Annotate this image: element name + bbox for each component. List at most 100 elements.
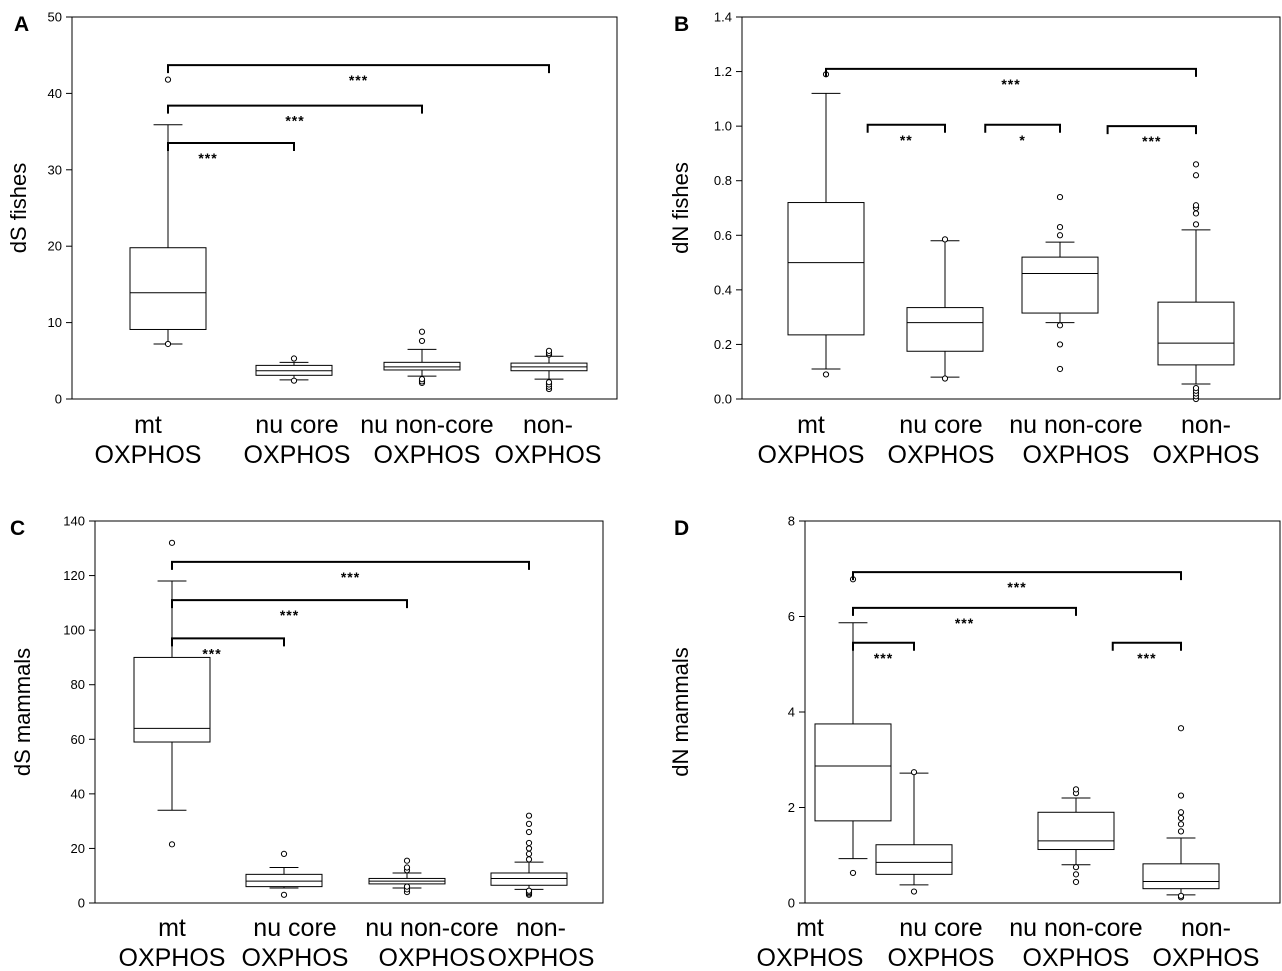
panel-letter: C	[10, 517, 25, 540]
outlier-point	[525, 839, 533, 847]
category-label-line1: nu non-core	[360, 411, 493, 439]
y-tick-label: 1.0	[714, 119, 732, 134]
significance-bracket: *	[984, 123, 1061, 148]
box-2	[906, 236, 984, 382]
box-4	[490, 812, 568, 898]
box-1	[133, 539, 211, 848]
outlier-point	[164, 76, 172, 83]
box-iqr	[814, 723, 892, 822]
box-iqr	[906, 307, 984, 352]
box-3	[1021, 193, 1099, 373]
box-4	[1157, 161, 1235, 403]
outlier-point	[1056, 341, 1064, 348]
outlier-point	[1056, 365, 1064, 373]
y-tick-label: 6	[788, 609, 795, 624]
category-label-line2: OXPHOS	[1153, 944, 1260, 971]
significance-bracket: ***	[1106, 125, 1197, 149]
category-label-line1: nu core	[253, 914, 336, 942]
outlier-point	[525, 845, 533, 852]
outlier-point	[1056, 224, 1064, 231]
outlier-point	[290, 377, 298, 384]
y-tick-label: 0.8	[714, 173, 732, 188]
y-tick-label: 1.4	[714, 10, 732, 25]
bracket-line	[167, 142, 295, 152]
box-iqr	[1021, 256, 1099, 314]
category-label-line2: OXPHOS	[1023, 944, 1130, 971]
outlier-point	[418, 328, 426, 335]
bracket-line	[171, 599, 408, 609]
outlier-point	[525, 820, 533, 827]
significance-label: ***	[1142, 133, 1161, 149]
significance-bracket: ***	[825, 67, 1197, 92]
y-tick-label: 100	[63, 623, 85, 638]
significance-bracket: ***	[171, 560, 530, 585]
outlier-point	[1056, 322, 1064, 329]
box-iqr	[1142, 863, 1220, 890]
outlier-point	[941, 236, 949, 243]
y-tick-label: 20	[71, 841, 85, 856]
significance-label: ***	[280, 607, 299, 623]
bracket-line	[167, 64, 550, 74]
category-label-line2: OXPHOS	[119, 944, 226, 971]
outlier-point	[1192, 210, 1200, 217]
category-label-line2: OXPHOS	[488, 944, 595, 971]
outlier-point	[290, 355, 298, 362]
y-tick-label: 0.6	[714, 228, 732, 243]
y-tick-label: 20	[48, 239, 62, 254]
bracket-line	[171, 637, 285, 647]
significance-bracket: **	[866, 123, 946, 148]
box-4	[510, 347, 588, 393]
category-label-line1: non-	[523, 411, 573, 439]
significance-label: ***	[955, 615, 974, 631]
outlier-point	[525, 850, 533, 857]
box-2	[875, 769, 953, 895]
panel-b: B0.00.20.40.60.81.01.21.4dN fishesmtOXPH…	[668, 10, 1281, 469]
outlier-point	[525, 828, 533, 836]
box-2	[245, 850, 323, 898]
panel-letter: D	[674, 517, 689, 540]
box-1	[814, 576, 892, 877]
outlier-point	[1056, 232, 1064, 239]
category-label-line2: OXPHOS	[1023, 441, 1130, 469]
outlier-point	[1072, 871, 1080, 878]
box-iqr	[875, 844, 953, 875]
category-label-line2: OXPHOS	[374, 441, 481, 469]
y-axis-title: dS mammals	[10, 648, 35, 776]
y-tick-label: 140	[63, 514, 85, 529]
y-tick-label: 0.0	[714, 392, 732, 407]
category-label-line1: nu core	[899, 411, 982, 439]
outlier-point	[1192, 172, 1200, 179]
significance-label: *	[1019, 132, 1025, 148]
box-1	[129, 76, 207, 348]
y-tick-label: 0.4	[714, 282, 732, 297]
y-tick-label: 1.2	[714, 64, 732, 79]
significance-label: ***	[1007, 579, 1026, 595]
bracket-line	[167, 104, 423, 114]
outlier-point	[1177, 892, 1185, 899]
significance-label: ***	[1137, 650, 1156, 666]
outlier-point	[1056, 193, 1064, 201]
bracket-line	[984, 123, 1061, 133]
bracket-line	[852, 571, 1182, 581]
box-iqr	[133, 656, 211, 743]
significance-label: ***	[202, 645, 221, 661]
outlier-point	[1072, 864, 1080, 871]
outlier-point	[1192, 161, 1200, 168]
significance-bracket: ***	[171, 599, 408, 623]
y-tick-label: 2	[788, 800, 795, 815]
box-3	[383, 328, 461, 387]
outlier-point	[849, 869, 857, 877]
outlier-point	[168, 841, 176, 848]
box-iqr	[490, 872, 568, 886]
y-tick-label: 30	[48, 162, 62, 177]
outlier-point	[941, 375, 949, 382]
y-tick-label: 10	[48, 315, 62, 330]
y-tick-label: 0.2	[714, 337, 732, 352]
outlier-point	[1192, 221, 1200, 228]
category-label-line1: non-	[1181, 914, 1231, 942]
outlier-point	[1177, 792, 1185, 799]
significance-label: ***	[198, 150, 217, 166]
y-axis-title: dN fishes	[668, 162, 693, 254]
